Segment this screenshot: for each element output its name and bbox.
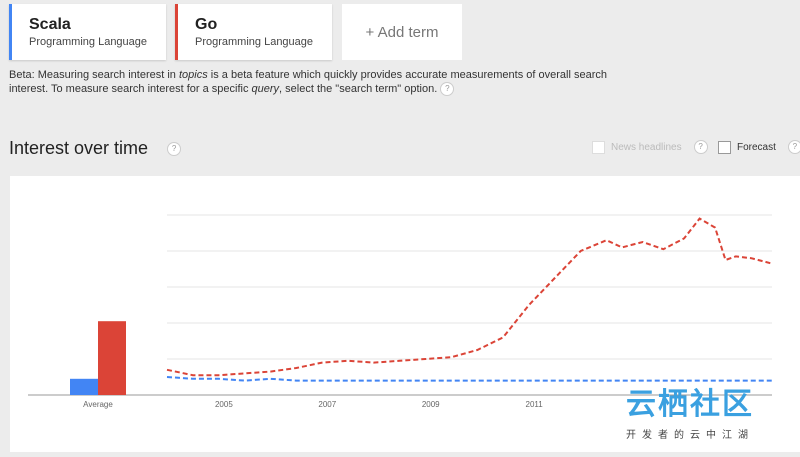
interest-over-time-chart: Average 2005 2007 2009 2011 <box>28 214 773 409</box>
term-type-scala: Programming Language <box>29 36 148 48</box>
add-term-button[interactable]: + Add term <box>342 4 462 60</box>
question-mark-circle-icon[interactable]: ? <box>693 140 708 154</box>
go-color-bar <box>175 4 178 60</box>
term-type-go: Programming Language <box>195 36 314 48</box>
checkbox-icon[interactable] <box>718 140 731 154</box>
scala-color-bar <box>9 4 12 60</box>
average-label: Average <box>83 400 113 409</box>
question-mark-circle-icon[interactable]: ? <box>440 82 455 97</box>
series-line-1 <box>166 217 773 377</box>
x-tick-label: 2005 <box>215 400 233 409</box>
interest-over-time-title: Interest over time ? <box>9 138 182 159</box>
x-tick-label: 2007 <box>318 400 336 409</box>
interest-chart-card: Average 2005 2007 2009 2011 <box>10 176 800 452</box>
forecast-option[interactable]: Forecast ? <box>718 140 800 154</box>
question-mark-circle-icon[interactable]: ? <box>787 140 800 154</box>
x-tick-label: 2009 <box>422 400 440 409</box>
watermark-logo: 云栖社区 开发者的云中江湖 <box>626 388 754 441</box>
x-tick-label: 2011 <box>526 400 544 409</box>
series-line-0 <box>166 376 772 382</box>
average-bar-go <box>98 321 126 395</box>
term-card-go[interactable]: Go Programming Language <box>175 4 332 60</box>
term-name-scala: Scala <box>29 16 71 33</box>
term-name-go: Go <box>195 16 218 33</box>
question-mark-circle-icon[interactable]: ? <box>167 142 182 157</box>
checkbox-icon[interactable] <box>592 140 605 154</box>
beta-note: Beta: Measuring search interest in topic… <box>9 69 607 97</box>
news-headlines-option[interactable]: News headlines ? <box>592 140 708 154</box>
average-bar-scala <box>70 378 98 395</box>
term-card-scala[interactable]: Scala Programming Language <box>9 4 166 60</box>
